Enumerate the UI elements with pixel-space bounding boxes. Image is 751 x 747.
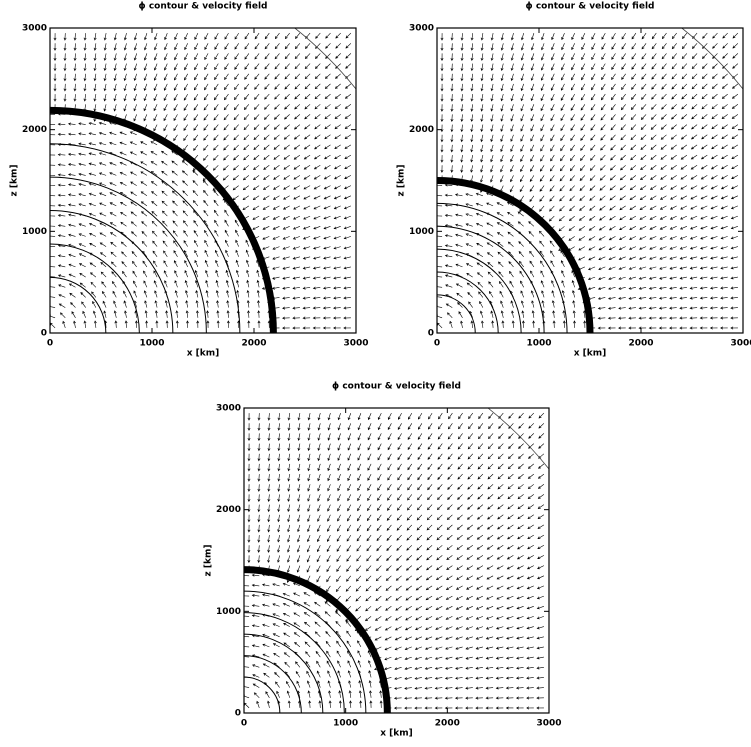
x-axis-label: x [km] [187, 349, 220, 359]
contour [437, 248, 522, 333]
chart-title: ϕ contour & velocity field [332, 382, 461, 392]
velocity-arrows [244, 412, 545, 710]
x-tick-label: 2000 [435, 719, 460, 729]
x-tick-label: 3000 [536, 719, 561, 729]
contour [244, 612, 345, 713]
contour [50, 210, 174, 333]
axes-frame [436, 27, 744, 334]
x-tick-label: 0 [241, 719, 247, 729]
x-tick-label: 1000 [139, 339, 164, 349]
contour [437, 202, 568, 333]
contour [244, 676, 281, 713]
contour [50, 143, 241, 333]
chart-title: ϕ contour & velocity field [139, 2, 268, 12]
y-tick-label: 1000 [216, 607, 241, 617]
y-axis-label: z [km] [10, 165, 20, 197]
chart-title: ϕ contour & velocity field [526, 2, 655, 12]
x-axis-label: x [km] [574, 349, 607, 359]
outer-contour [681, 28, 743, 90]
outer-contour [294, 28, 356, 90]
velocity-arrows [50, 32, 352, 330]
contour [50, 176, 207, 333]
x-tick-label: 1000 [333, 719, 358, 729]
y-tick-label: 2000 [22, 125, 47, 135]
x-tick-label: 3000 [730, 339, 751, 349]
contour [244, 566, 391, 713]
panel: 0 1000 2000 3000 0 1000 2000 3000 ϕ contour & ve… [10, 2, 369, 359]
y-tick-label: 0 [41, 329, 47, 339]
contour [244, 633, 324, 713]
x-tick-label: 2000 [628, 339, 653, 349]
contour [50, 106, 277, 333]
x-tick-label: 2000 [241, 339, 266, 349]
plot-area [437, 28, 743, 333]
axes-frame [243, 407, 550, 714]
contour [50, 276, 107, 333]
y-tick-label: 1000 [22, 227, 47, 237]
contour [244, 590, 367, 713]
contour [437, 225, 545, 333]
velocity-arrows [437, 32, 739, 330]
plot-area [50, 28, 356, 333]
contour [437, 294, 476, 333]
y-tick-label: 2000 [216, 505, 241, 515]
y-tick-label: 2000 [409, 125, 434, 135]
axes-frame [49, 27, 357, 334]
y-axis-label: z [km] [397, 165, 407, 197]
plot-area [244, 408, 549, 713]
panel: 0 1000 2000 3000 0 1000 2000 3000 ϕ contour & ve… [204, 382, 562, 739]
x-tick-label: 3000 [343, 339, 368, 349]
contour [437, 271, 499, 333]
y-tick-label: 3000 [216, 404, 241, 414]
contour [437, 177, 594, 333]
y-tick-label: 1000 [409, 227, 434, 237]
y-axis-label: z [km] [204, 545, 214, 577]
contour [244, 655, 302, 713]
x-tick-label: 1000 [526, 339, 551, 349]
x-tick-label: 0 [434, 339, 440, 349]
x-tick-label: 0 [47, 339, 53, 349]
outer-contour [487, 408, 549, 470]
panel: 0 1000 2000 3000 0 1000 2000 3000 ϕ contour & ve… [397, 2, 751, 359]
y-tick-label: 0 [235, 709, 241, 719]
contour [50, 243, 140, 333]
y-tick-label: 3000 [409, 24, 434, 34]
x-axis-label: x [km] [380, 729, 413, 739]
y-tick-label: 3000 [22, 24, 47, 34]
y-tick-label: 0 [428, 329, 434, 339]
